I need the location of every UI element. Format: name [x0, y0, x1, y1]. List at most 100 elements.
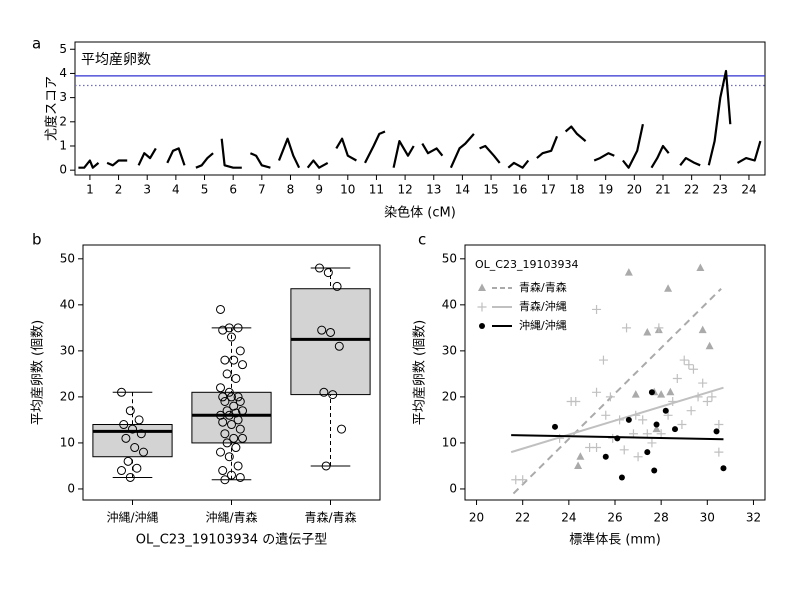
data-point	[633, 452, 643, 462]
x-tick-label: 9	[315, 183, 323, 197]
data-point	[220, 355, 230, 365]
data-point	[666, 387, 675, 396]
y-axis-label: 平均産卵数 (個数)	[30, 320, 46, 425]
data-point	[218, 417, 228, 427]
data-point	[224, 387, 234, 397]
y-tick-label: 20	[60, 389, 75, 403]
data-point	[233, 392, 243, 402]
data-point	[696, 263, 705, 272]
y-tick-label: 3	[59, 90, 67, 104]
x-tick-label: 3	[143, 183, 151, 197]
data-point	[625, 416, 632, 423]
data-point	[233, 415, 243, 425]
data-point	[231, 373, 241, 383]
data-point	[657, 390, 666, 398]
data-point	[319, 387, 329, 397]
data-point	[622, 323, 632, 333]
data-point	[624, 268, 633, 276]
data-point	[125, 406, 135, 416]
y-axis-label: 平均産卵数 (個数)	[412, 320, 428, 425]
legend-label: 青森/青森	[519, 280, 567, 294]
data-point	[592, 304, 602, 314]
data-point	[130, 443, 140, 453]
data-point	[224, 410, 234, 420]
data-point	[714, 420, 724, 430]
panel-label: a	[32, 35, 41, 53]
data-point	[638, 415, 648, 425]
data-point	[229, 355, 239, 365]
data-point	[672, 373, 682, 383]
panel-label: c	[418, 231, 426, 249]
x-tick-label: 4	[172, 183, 180, 197]
fit-line	[510, 386, 724, 454]
x-tick-label: 23	[713, 183, 728, 197]
data-point	[121, 433, 131, 443]
data-point	[218, 325, 228, 335]
x-tick-label: 19	[598, 183, 613, 197]
data-point	[511, 475, 521, 485]
data-point	[315, 263, 324, 273]
data-point	[571, 396, 581, 406]
data-point	[647, 438, 657, 448]
y-tick-label: 1	[59, 138, 67, 152]
x-axis-label: 染色体 (cM)	[384, 205, 456, 221]
data-point	[662, 407, 669, 414]
legend-marker	[478, 283, 486, 291]
data-point	[235, 346, 245, 356]
data-point	[216, 383, 225, 393]
y-tick-label: 50	[60, 251, 75, 265]
data-point	[605, 392, 615, 402]
chart-title: 平均産卵数	[81, 52, 151, 68]
data-point	[644, 449, 651, 456]
data-point	[139, 447, 148, 457]
data-point	[672, 426, 678, 433]
y-tick-label: 30	[60, 343, 75, 357]
legend-label: 青森/沖縄	[519, 299, 567, 313]
data-point	[643, 327, 652, 336]
data-point	[231, 443, 241, 453]
x-tick-label: 24	[561, 511, 576, 525]
x-tick-label: 7	[258, 183, 266, 197]
x-tick-label: 沖縄/沖縄	[106, 510, 158, 525]
data-point	[601, 410, 611, 420]
data-point	[664, 284, 673, 292]
data-point	[652, 424, 661, 433]
x-tick-label: 6	[229, 183, 237, 197]
data-point	[222, 406, 232, 416]
data-point	[323, 268, 333, 278]
data-point	[576, 452, 585, 460]
x-tick-label: 5	[201, 183, 209, 197]
y-tick-label: 5	[59, 42, 67, 56]
data-point	[224, 323, 234, 333]
data-point	[574, 461, 583, 469]
data-point	[128, 424, 137, 434]
data-point	[631, 390, 640, 398]
legend-label: 沖縄/沖縄	[519, 318, 567, 332]
data-point	[705, 341, 714, 350]
data-point	[684, 360, 694, 370]
data-point	[218, 466, 228, 476]
data-point	[602, 453, 609, 460]
y-tick-label: 30	[442, 343, 457, 357]
data-point	[216, 447, 225, 457]
data-point	[238, 433, 247, 443]
data-point	[653, 421, 660, 428]
data-point	[117, 387, 126, 397]
legend-marker	[479, 323, 485, 329]
data-point	[227, 332, 236, 342]
x-tick-label: 28	[654, 511, 669, 525]
data-point	[651, 467, 658, 474]
y-tick-label: 0	[59, 163, 67, 177]
data-point	[698, 325, 707, 334]
y-tick-label: 10	[60, 435, 75, 449]
box	[290, 288, 371, 396]
data-point	[677, 420, 687, 430]
fit-line	[511, 434, 724, 441]
lod-curve	[78, 69, 762, 169]
x-axis-label: OL_C23_19103934 の遺伝子型	[136, 533, 327, 548]
data-point	[220, 429, 230, 439]
y-tick-label: 2	[59, 114, 67, 128]
x-tick-label: 11	[369, 183, 384, 197]
data-point	[698, 378, 708, 388]
legend-marker	[477, 302, 487, 312]
